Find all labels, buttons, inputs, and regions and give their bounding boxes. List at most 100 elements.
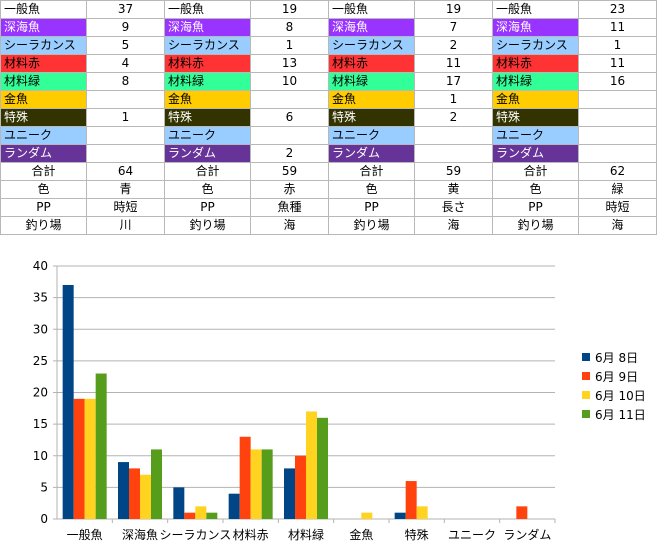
category-label-cell[interactable]: 金魚	[328, 90, 415, 109]
category-label-cell[interactable]: ランダム	[0, 144, 87, 163]
category-label-cell[interactable]: ユニーク	[492, 126, 579, 145]
category-label-cell[interactable]: シーラカンス	[164, 36, 251, 55]
count-value-cell[interactable]	[414, 126, 493, 145]
count-value-cell[interactable]: 23	[578, 0, 657, 19]
category-label-cell[interactable]: 特殊	[492, 108, 579, 127]
category-label-cell[interactable]: 金魚	[164, 90, 251, 109]
count-value-cell[interactable]: 6	[250, 108, 329, 127]
meta-label-cell[interactable]: 色	[0, 180, 87, 199]
meta-label-cell[interactable]: 合計	[328, 162, 415, 181]
count-value-cell[interactable]: 11	[578, 54, 657, 73]
count-value-cell[interactable]: 8	[250, 18, 329, 37]
count-value-cell[interactable]: 11	[578, 18, 657, 37]
meta-label-cell[interactable]: 釣り場	[0, 216, 87, 235]
meta-value-cell[interactable]: 青	[86, 180, 165, 199]
category-label-cell[interactable]: 特殊	[164, 108, 251, 127]
meta-label-cell[interactable]: PP	[328, 198, 415, 217]
meta-label-cell[interactable]: 合計	[0, 162, 87, 181]
category-label-cell[interactable]: 一般魚	[492, 0, 579, 19]
count-value-cell[interactable]: 17	[414, 72, 493, 91]
meta-value-cell[interactable]: 海	[250, 216, 329, 235]
meta-label-cell[interactable]: 合計	[492, 162, 579, 181]
category-label-cell[interactable]: ランダム	[328, 144, 415, 163]
count-value-cell[interactable]: 4	[86, 54, 165, 73]
category-label-cell[interactable]: 材料赤	[492, 54, 579, 73]
category-label-cell[interactable]: シーラカンス	[328, 36, 415, 55]
count-value-cell[interactable]	[86, 126, 165, 145]
meta-label-cell[interactable]: 色	[492, 180, 579, 199]
meta-value-cell[interactable]: 59	[250, 162, 329, 181]
count-value-cell[interactable]: 16	[578, 72, 657, 91]
meta-label-cell[interactable]: 色	[164, 180, 251, 199]
count-value-cell[interactable]: 19	[414, 0, 493, 19]
count-value-cell[interactable]: 19	[250, 0, 329, 19]
count-value-cell[interactable]: 1	[86, 108, 165, 127]
meta-value-cell[interactable]: 魚種	[250, 198, 329, 217]
meta-label-cell[interactable]: 釣り場	[164, 216, 251, 235]
category-label-cell[interactable]: 一般魚	[328, 0, 415, 19]
count-value-cell[interactable]: 1	[578, 36, 657, 55]
count-value-cell[interactable]	[578, 126, 657, 145]
count-value-cell[interactable]: 13	[250, 54, 329, 73]
meta-value-cell[interactable]: 海	[414, 216, 493, 235]
meta-label-cell[interactable]: 釣り場	[492, 216, 579, 235]
category-label-cell[interactable]: ユニーク	[0, 126, 87, 145]
category-label-cell[interactable]: 一般魚	[0, 0, 87, 19]
meta-value-cell[interactable]: 59	[414, 162, 493, 181]
category-label-cell[interactable]: 材料緑	[164, 72, 251, 91]
meta-value-cell[interactable]: 時短	[578, 198, 657, 217]
count-value-cell[interactable]: 5	[86, 36, 165, 55]
category-label-cell[interactable]: 材料赤	[0, 54, 87, 73]
meta-value-cell[interactable]: 緑	[578, 180, 657, 199]
category-label-cell[interactable]: 材料赤	[328, 54, 415, 73]
count-value-cell[interactable]: 8	[86, 72, 165, 91]
meta-value-cell[interactable]: 黄	[414, 180, 493, 199]
meta-value-cell[interactable]: 海	[578, 216, 657, 235]
count-value-cell[interactable]	[578, 144, 657, 163]
meta-value-cell[interactable]: 64	[86, 162, 165, 181]
category-label-cell[interactable]: ランダム	[164, 144, 251, 163]
count-value-cell[interactable]: 37	[86, 0, 165, 19]
count-value-cell[interactable]: 1	[414, 90, 493, 109]
category-label-cell[interactable]: 材料緑	[0, 72, 87, 91]
meta-value-cell[interactable]: 赤	[250, 180, 329, 199]
meta-label-cell[interactable]: PP	[492, 198, 579, 217]
count-value-cell[interactable]: 10	[250, 72, 329, 91]
category-label-cell[interactable]: 金魚	[0, 90, 87, 109]
meta-label-cell[interactable]: 合計	[164, 162, 251, 181]
count-value-cell[interactable]	[86, 90, 165, 109]
category-label-cell[interactable]: シーラカンス	[0, 36, 87, 55]
category-label-cell[interactable]: 特殊	[328, 108, 415, 127]
category-label-cell[interactable]: ユニーク	[328, 126, 415, 145]
meta-label-cell[interactable]: PP	[164, 198, 251, 217]
count-value-cell[interactable]	[250, 90, 329, 109]
count-value-cell[interactable]	[414, 144, 493, 163]
category-label-cell[interactable]: シーラカンス	[492, 36, 579, 55]
category-label-cell[interactable]: 材料赤	[164, 54, 251, 73]
meta-value-cell[interactable]: 長さ	[414, 198, 493, 217]
count-value-cell[interactable]: 1	[250, 36, 329, 55]
count-value-cell[interactable]: 9	[86, 18, 165, 37]
meta-label-cell[interactable]: 釣り場	[328, 216, 415, 235]
category-label-cell[interactable]: 特殊	[0, 108, 87, 127]
category-label-cell[interactable]: 深海魚	[164, 18, 251, 37]
count-value-cell[interactable]: 2	[414, 108, 493, 127]
meta-label-cell[interactable]: 色	[328, 180, 415, 199]
count-value-cell[interactable]	[86, 144, 165, 163]
category-label-cell[interactable]: 一般魚	[164, 0, 251, 19]
category-label-cell[interactable]: 深海魚	[492, 18, 579, 37]
category-label-cell[interactable]: 深海魚	[0, 18, 87, 37]
count-value-cell[interactable]	[578, 108, 657, 127]
meta-label-cell[interactable]: PP	[0, 198, 87, 217]
category-label-cell[interactable]: 深海魚	[328, 18, 415, 37]
count-value-cell[interactable]: 2	[414, 36, 493, 55]
category-label-cell[interactable]: ランダム	[492, 144, 579, 163]
category-label-cell[interactable]: ユニーク	[164, 126, 251, 145]
category-label-cell[interactable]: 金魚	[492, 90, 579, 109]
meta-value-cell[interactable]: 62	[578, 162, 657, 181]
count-value-cell[interactable]: 2	[250, 144, 329, 163]
count-value-cell[interactable]	[250, 126, 329, 145]
category-label-cell[interactable]: 材料緑	[492, 72, 579, 91]
category-label-cell[interactable]: 材料緑	[328, 72, 415, 91]
count-value-cell[interactable]: 7	[414, 18, 493, 37]
